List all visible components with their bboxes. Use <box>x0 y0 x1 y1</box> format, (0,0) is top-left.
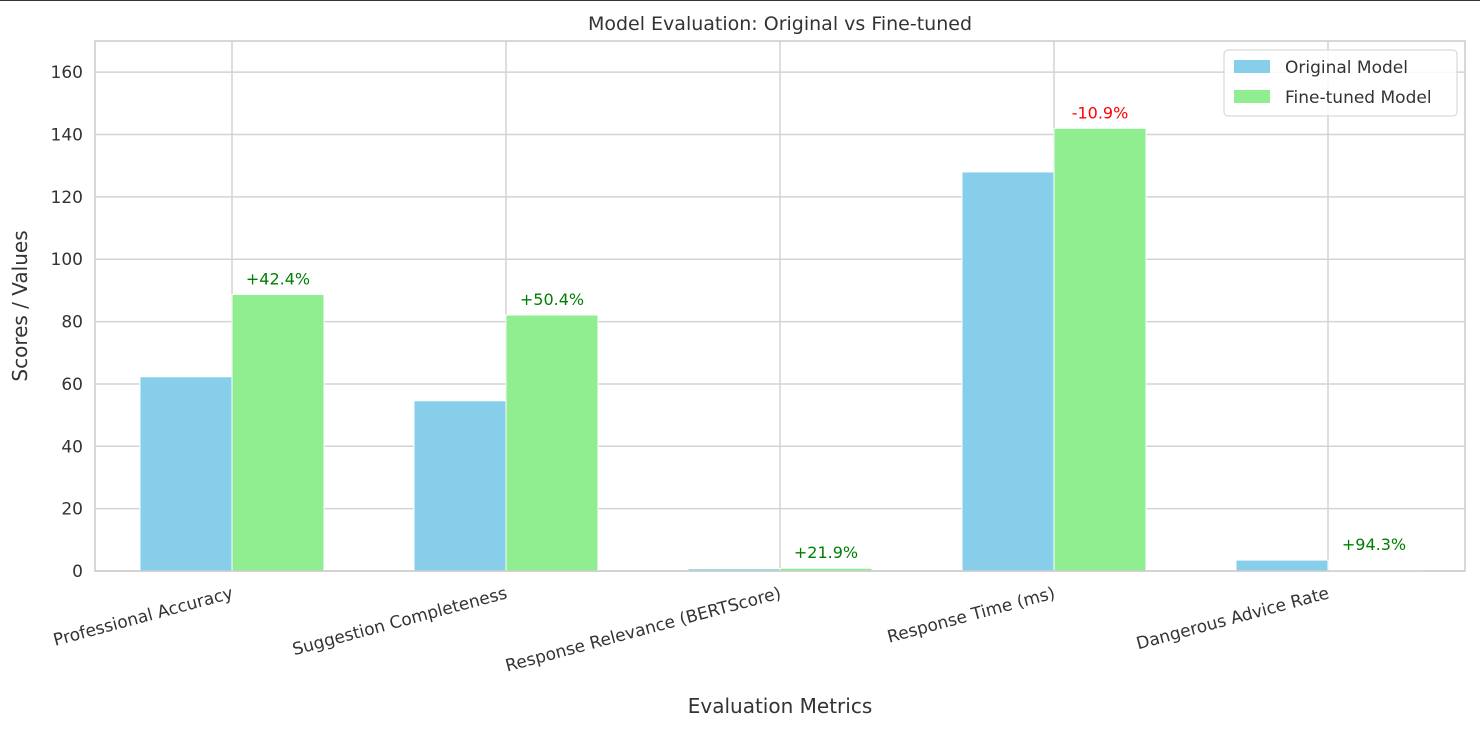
legend-label-fine-tuned-model: Fine-tuned Model <box>1285 88 1432 108</box>
y-tick-label: 160 <box>51 63 83 83</box>
chart-legend: Original Model Fine-tuned Model <box>1223 49 1458 117</box>
legend-swatch-fine-tuned-model <box>1234 90 1270 103</box>
chart-title: Model Evaluation: Original vs Fine-tuned <box>588 13 972 35</box>
y-axis-label: Scores / Values <box>8 230 32 381</box>
bar-original-3 <box>961 171 1055 572</box>
bar-original-0 <box>139 376 233 572</box>
y-tick-label: 60 <box>61 375 83 395</box>
bar-fine-tuned-3 <box>1053 127 1147 572</box>
y-tick-label: 40 <box>61 437 83 457</box>
y-tick-label: 0 <box>72 562 83 582</box>
y-tick-label: 100 <box>51 250 83 270</box>
legend-label-original-model: Original Model <box>1285 58 1408 78</box>
bar-fine-tuned-1 <box>505 314 599 572</box>
y-tick-label: 80 <box>61 313 83 333</box>
x-tick-label: Professional Accuracy <box>51 584 235 651</box>
bar-original-4 <box>1235 559 1329 572</box>
x-tick-label: Dangerous Advice Rate <box>1134 584 1331 655</box>
x-tick-label: Response Time (ms) <box>885 584 1057 648</box>
bar-original-1 <box>413 400 507 572</box>
change-annotation: +50.4% <box>520 290 584 309</box>
bar-fine-tuned-0 <box>231 293 325 572</box>
y-tick-label: 20 <box>61 500 83 520</box>
plot-frame <box>94 40 1466 572</box>
legend-swatch-original-model <box>1234 60 1270 73</box>
change-annotation: +42.4% <box>246 269 310 288</box>
x-tick-label: Response Relevance (BERTScore) <box>503 584 783 677</box>
y-tick-label: 120 <box>51 188 83 208</box>
x-axis-label: Evaluation Metrics <box>688 694 872 718</box>
change-annotation: +94.3% <box>1342 535 1406 554</box>
x-tick-label: Suggestion Completeness <box>290 583 509 660</box>
legend-frame <box>1223 49 1458 117</box>
y-tick-label: 140 <box>51 126 83 146</box>
change-annotation: +21.9% <box>794 543 858 562</box>
top-border-line <box>0 0 1480 1</box>
change-annotation: -10.9% <box>1072 103 1129 122</box>
